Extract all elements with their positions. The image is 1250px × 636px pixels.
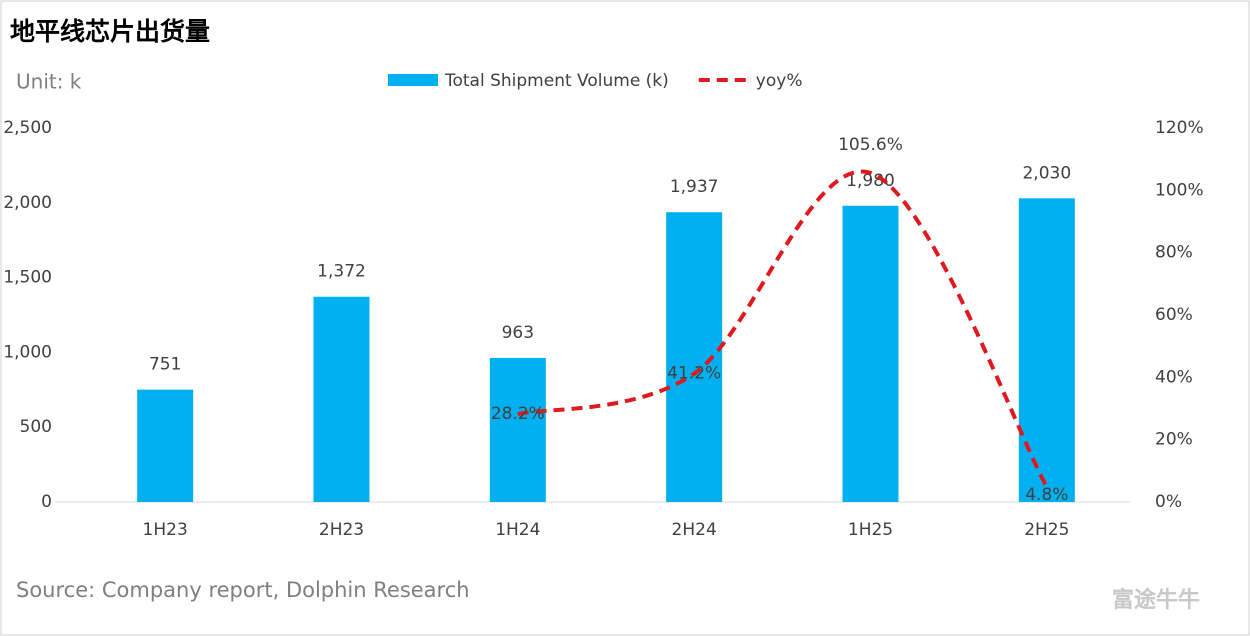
- data-label: 105.6%: [838, 135, 903, 155]
- y2-tick-label: 120%: [1155, 118, 1204, 138]
- data-label: 1,372: [317, 262, 366, 282]
- y2-tick-label: 40%: [1155, 367, 1193, 387]
- y2-tick-label: 60%: [1155, 305, 1193, 325]
- bar: [313, 296, 370, 502]
- x-tick-label: 2H25: [1024, 520, 1069, 540]
- x-tick-label: 2H23: [319, 520, 364, 540]
- x-tick-label: 1H23: [143, 520, 188, 540]
- y2-tick-label: 100%: [1155, 180, 1204, 200]
- data-label: 1,980: [846, 171, 895, 191]
- data-label: 28.2%: [491, 404, 545, 424]
- x-tick-label: 2H24: [672, 520, 717, 540]
- data-label: 1,937: [670, 177, 719, 197]
- bar: [489, 357, 546, 502]
- data-label: 751: [149, 355, 181, 375]
- data-label: 4.8%: [1025, 485, 1068, 505]
- data-label: 963: [502, 323, 534, 343]
- legend-label: yoy%: [756, 71, 803, 91]
- x-tick-label: 1H24: [495, 520, 540, 540]
- y-tick-label: 1,500: [3, 268, 52, 288]
- y-tick-label: 1,000: [3, 342, 52, 362]
- bar: [842, 205, 899, 503]
- legend-swatch: [388, 74, 438, 86]
- y2-tick-label: 0%: [1155, 492, 1182, 512]
- y2-tick-label: 20%: [1155, 430, 1193, 450]
- data-label: 41.2%: [667, 364, 721, 384]
- source: Source: Company report, Dolphin Research: [16, 578, 470, 602]
- y-tick-label: 2,000: [3, 193, 52, 213]
- unit-label: Unit: k: [16, 70, 82, 94]
- legend-label: Total Shipment Volume (k): [444, 71, 669, 91]
- bar: [137, 389, 194, 502]
- brand: 富途牛牛: [1112, 587, 1200, 613]
- y2-tick-label: 80%: [1155, 243, 1193, 263]
- chart-title: 地平线芯片出货量: [10, 17, 210, 46]
- data-label: 2,030: [1022, 163, 1071, 183]
- y-tick-label: 0: [41, 492, 52, 512]
- bar: [1018, 198, 1075, 502]
- y-tick-label: 2,500: [3, 118, 52, 138]
- x-tick-label: 1H25: [848, 520, 893, 540]
- y-tick-label: 500: [20, 417, 52, 437]
- line: [517, 169, 1049, 489]
